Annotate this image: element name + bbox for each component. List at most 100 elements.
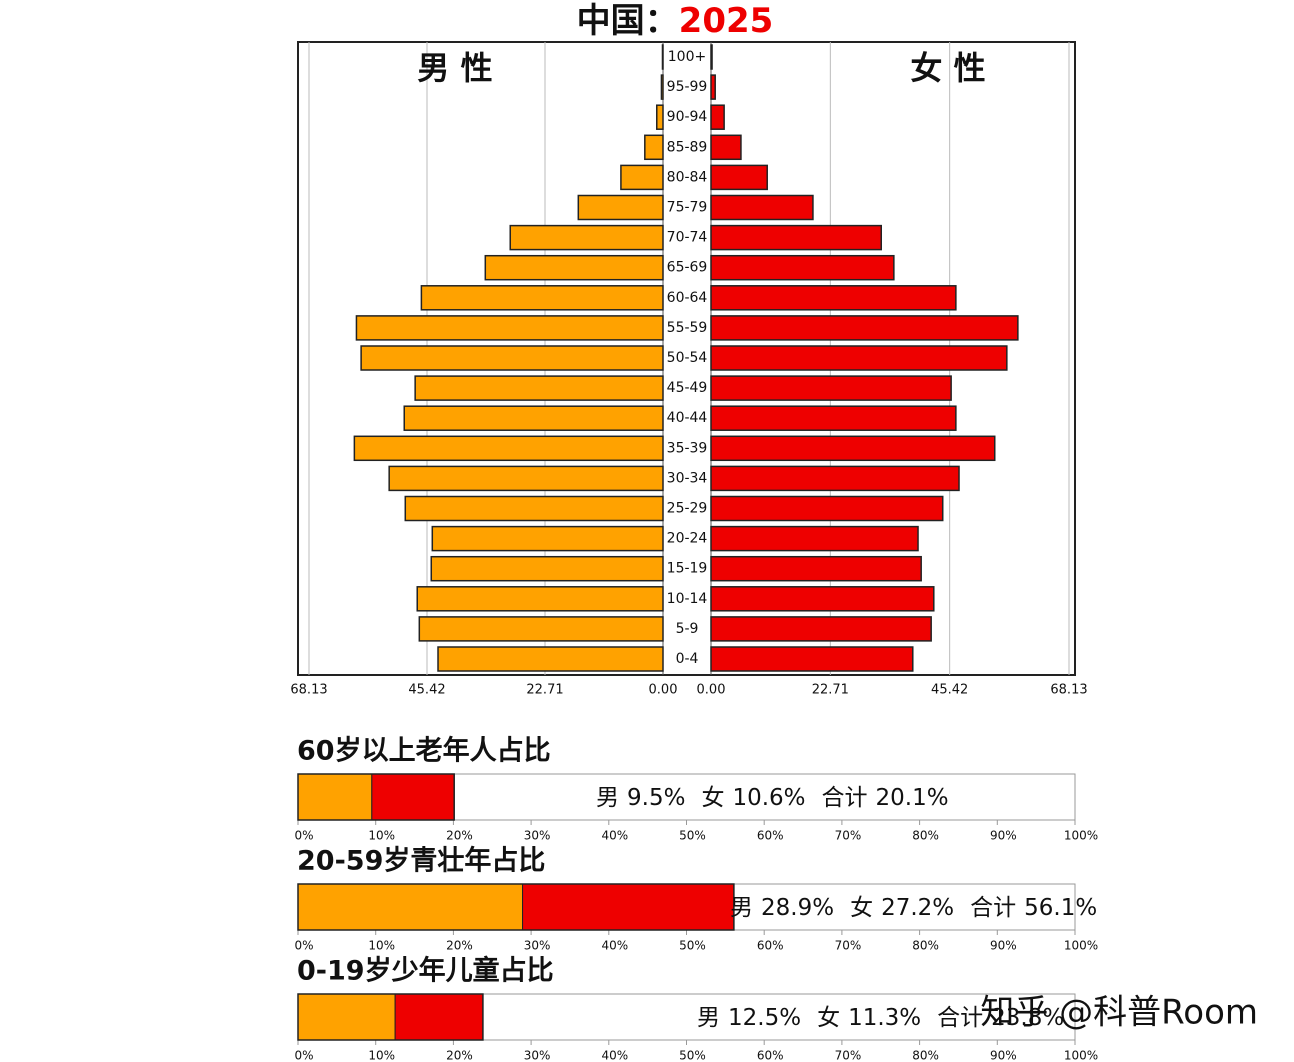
value-label: 10.6%	[732, 785, 805, 811]
legend-label: 男	[730, 895, 753, 921]
bar	[710, 435, 996, 462]
x-tick-label: 30%	[524, 829, 551, 843]
bar	[418, 616, 664, 642]
x-tick-label: 0.00	[649, 683, 678, 698]
x-tick-label: 80%	[912, 1049, 939, 1062]
y-tick-label: 40-44	[667, 410, 708, 426]
bar	[656, 104, 664, 130]
bar	[710, 495, 944, 522]
bar	[360, 345, 664, 371]
x-tick-label: 0%	[294, 829, 313, 843]
bar	[577, 194, 664, 221]
bar	[710, 525, 919, 552]
x-tick-label: 80%	[912, 939, 939, 953]
y-tick-label: 90-94	[667, 109, 708, 125]
bar	[431, 525, 664, 552]
watermark: 知乎 @科普Room	[980, 993, 1258, 1033]
bar	[710, 74, 716, 100]
x-tick-label: 68.13	[1050, 683, 1087, 698]
bar	[437, 646, 664, 672]
total-label: 20.1%	[876, 785, 949, 811]
x-tick-label: 70%	[835, 939, 862, 953]
bar	[484, 254, 664, 281]
bar	[710, 555, 922, 582]
y-tick-label: 60-64	[667, 290, 708, 306]
x-tick-label: 10%	[368, 1049, 395, 1062]
y-tick-label: 95-99	[667, 79, 708, 95]
bar	[710, 646, 914, 672]
x-tick-label: 0%	[294, 1049, 313, 1062]
y-tick-label: 5-9	[676, 621, 699, 637]
x-tick-label: 30%	[524, 1049, 551, 1062]
bar	[355, 315, 664, 341]
y-tick-label: 45-49	[667, 380, 708, 396]
bar	[710, 465, 960, 492]
bar-segment	[297, 773, 373, 821]
x-tick-label: 70%	[835, 1049, 862, 1062]
x-tick-label: 45.42	[408, 683, 445, 698]
bar	[710, 285, 957, 311]
y-tick-label: 85-89	[667, 139, 708, 155]
bar	[644, 134, 664, 161]
x-tick-label: 45.42	[931, 683, 968, 698]
total-label: 56.1%	[1024, 895, 1097, 921]
x-tick-label: 30%	[524, 939, 551, 953]
x-tick-label: 100%	[1064, 829, 1098, 843]
y-tick-label: 20-24	[667, 531, 708, 547]
y-tick-label: 0-4	[676, 651, 699, 667]
bar	[660, 74, 664, 100]
section-title: 0-19岁少年儿童占比	[297, 955, 554, 987]
y-tick-label: 75-79	[667, 200, 708, 216]
y-tick-label: 55-59	[667, 320, 708, 336]
y-tick-label: 30-34	[667, 470, 708, 486]
bar	[416, 586, 664, 612]
x-tick-label: 90%	[990, 1049, 1017, 1062]
x-tick-label: 100%	[1064, 1049, 1098, 1062]
section-title: 60岁以上老年人占比	[297, 735, 551, 767]
bar	[710, 44, 713, 70]
bar	[509, 224, 664, 251]
x-tick-label: 20%	[446, 939, 473, 953]
legend-label: 女 性	[910, 49, 985, 87]
x-tick-label: 90%	[990, 939, 1017, 953]
y-tick-label: 25-29	[667, 501, 708, 517]
y-tick-label: 80-84	[667, 169, 708, 185]
y-tick-label: 70-74	[667, 230, 708, 246]
x-tick-label: 60%	[757, 939, 784, 953]
bar	[710, 345, 1008, 371]
value-labels: 男 12.5% 女 11.3% 合计 23.8%	[697, 1005, 1064, 1031]
title-year: 2025	[679, 1, 774, 41]
total-name: 合计	[937, 1005, 983, 1031]
x-tick-label: 60%	[757, 829, 784, 843]
value-label: 28.9%	[761, 895, 834, 921]
bar	[420, 285, 664, 311]
legend-label: 女	[701, 785, 724, 811]
bar	[710, 616, 932, 642]
bar	[414, 375, 664, 401]
title-text: 中国：	[577, 1, 679, 41]
legend-label: 男	[697, 1005, 720, 1031]
x-tick-label: 20%	[446, 829, 473, 843]
value-label: 27.2%	[881, 895, 954, 921]
legend-label: 男 性	[417, 49, 492, 87]
total-name: 合计	[970, 895, 1016, 921]
legend-label: 男	[596, 785, 619, 811]
bar	[710, 254, 895, 281]
bar	[710, 164, 768, 191]
y-tick-label: 100+	[668, 49, 706, 65]
x-tick-label: 70%	[835, 829, 862, 843]
bar-segment	[297, 993, 396, 1041]
y-tick-label: 35-39	[667, 440, 708, 456]
bar	[353, 435, 664, 462]
x-tick-label: 100%	[1064, 939, 1098, 953]
x-tick-label: 50%	[679, 1049, 706, 1062]
x-tick-label: 50%	[679, 939, 706, 953]
bar	[710, 586, 935, 612]
x-tick-label: 0%	[294, 939, 313, 953]
y-tick-label: 65-69	[667, 260, 708, 276]
bar-segment	[522, 883, 735, 931]
x-tick-label: 22.71	[526, 683, 563, 698]
x-tick-label: 40%	[601, 1049, 628, 1062]
legend-label: 女	[850, 895, 873, 921]
